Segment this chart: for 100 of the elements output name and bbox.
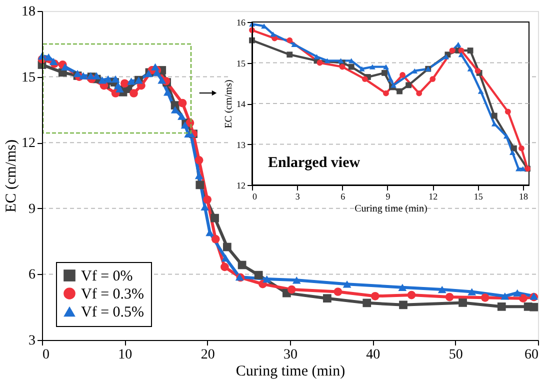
point xyxy=(416,90,422,96)
point xyxy=(518,294,528,302)
y-tick-label: 16 xyxy=(236,18,246,28)
point xyxy=(92,72,101,80)
point xyxy=(111,75,120,83)
point xyxy=(478,88,484,94)
x-tick-label: 0 xyxy=(252,192,258,202)
point xyxy=(314,54,320,60)
point xyxy=(339,64,346,70)
y-tick-label: 9 xyxy=(28,202,36,217)
y-tick-label: 15 xyxy=(22,70,36,86)
point xyxy=(520,166,526,172)
point xyxy=(254,270,263,280)
y-tick-label: 12 xyxy=(22,136,36,152)
y-tick-label: 6 xyxy=(28,268,36,283)
point xyxy=(458,298,467,307)
y-tick-label: 13 xyxy=(236,140,246,150)
point xyxy=(338,58,344,64)
point xyxy=(292,276,301,284)
x-axis-title: Curing time (min) xyxy=(236,364,346,380)
x-tick-label: 18 xyxy=(518,192,528,202)
x-tick-label: 40 xyxy=(366,348,380,362)
point xyxy=(399,300,408,310)
point xyxy=(130,89,138,98)
legend-label: Vf = 0% xyxy=(81,268,133,284)
point xyxy=(382,70,388,76)
x-tick-label: 20 xyxy=(200,348,215,362)
point xyxy=(430,76,436,82)
x-tick-label: 9 xyxy=(386,192,391,202)
x-tick-label: 30 xyxy=(284,348,298,362)
point xyxy=(127,78,136,85)
point xyxy=(406,82,412,88)
point xyxy=(388,76,394,82)
point xyxy=(238,260,246,270)
point xyxy=(362,298,372,308)
legend-label: Vf = 0.3% xyxy=(81,286,144,302)
point xyxy=(334,288,342,296)
point xyxy=(342,280,352,288)
point xyxy=(467,66,474,72)
point xyxy=(500,292,510,300)
point xyxy=(79,72,88,80)
point xyxy=(370,292,380,300)
x-tick-label: 50 xyxy=(448,348,463,362)
point xyxy=(220,262,229,272)
point xyxy=(98,76,107,84)
point xyxy=(362,76,368,82)
point xyxy=(194,156,204,164)
y-axis-title: EC (cm/ms) xyxy=(4,140,20,212)
x-axis-title: Curing time (min) xyxy=(354,204,428,214)
point xyxy=(287,285,296,294)
point xyxy=(503,134,510,139)
point xyxy=(286,52,293,58)
x-tick-label: 10 xyxy=(118,348,132,362)
point xyxy=(516,166,522,172)
legend-label: Vf = 0.5% xyxy=(81,304,144,320)
point xyxy=(323,294,332,303)
point xyxy=(120,79,129,88)
point xyxy=(49,58,58,66)
x-tick-label: 3 xyxy=(295,192,300,202)
point xyxy=(383,64,389,70)
x-tick-label: 6 xyxy=(340,192,346,202)
point xyxy=(73,70,82,78)
y-tick-label: 15 xyxy=(236,58,246,68)
point xyxy=(407,290,416,300)
point xyxy=(504,108,511,115)
point xyxy=(316,60,323,66)
point xyxy=(270,32,276,37)
point xyxy=(530,302,538,312)
point xyxy=(458,52,464,58)
point xyxy=(509,150,516,155)
point xyxy=(445,292,454,302)
point xyxy=(449,48,456,54)
point xyxy=(497,302,506,311)
point xyxy=(196,180,204,190)
point xyxy=(324,58,330,64)
point xyxy=(438,286,446,294)
point xyxy=(211,234,220,244)
point xyxy=(221,254,230,262)
y-tick-label: 3 xyxy=(28,334,36,348)
point xyxy=(286,37,293,44)
y-tick-label: 14 xyxy=(236,99,246,109)
x-tick-label: 60 xyxy=(524,348,538,362)
point xyxy=(203,195,212,204)
point xyxy=(400,72,406,78)
point xyxy=(458,48,464,54)
point xyxy=(383,90,389,96)
x-tick-label: 0 xyxy=(42,348,50,362)
point xyxy=(467,48,474,54)
point xyxy=(369,64,376,70)
point xyxy=(178,98,187,108)
point xyxy=(262,275,272,283)
point xyxy=(518,145,524,152)
point xyxy=(222,242,232,252)
point xyxy=(468,288,476,296)
point xyxy=(398,284,407,291)
point xyxy=(178,112,186,120)
point xyxy=(358,66,365,72)
point xyxy=(60,63,70,71)
annotation: Enlarged view xyxy=(268,155,360,171)
point xyxy=(158,76,166,84)
